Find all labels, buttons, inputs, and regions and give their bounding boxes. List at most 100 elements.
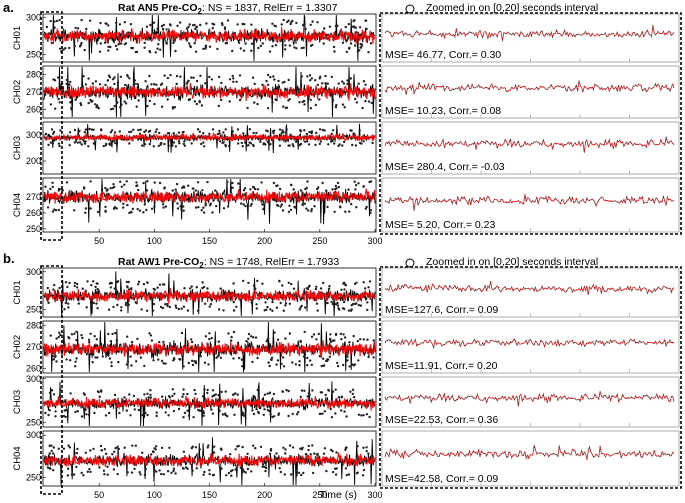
recorded-marker xyxy=(367,355,370,359)
recorded-marker xyxy=(232,300,235,304)
recorded-marker xyxy=(342,140,346,144)
recorded-marker xyxy=(62,48,65,51)
zoom-axes xyxy=(381,13,680,63)
recorded-marker xyxy=(164,205,168,208)
recorded-marker xyxy=(131,444,134,447)
recorded-marker xyxy=(218,129,221,133)
recorded-marker xyxy=(304,140,307,143)
channel-label: CH04 xyxy=(12,446,23,470)
recorded-marker xyxy=(50,449,53,453)
recorded-marker xyxy=(129,414,132,417)
recorded-marker xyxy=(162,23,165,27)
recorded-marker xyxy=(224,143,227,147)
recorded-marker xyxy=(325,469,328,473)
recorded-marker xyxy=(153,83,156,86)
title-bold: Rat AW1 Pre-CO xyxy=(118,256,199,268)
recorded-marker xyxy=(249,188,252,191)
recorded-marker xyxy=(176,207,180,210)
recorded-marker xyxy=(123,396,126,399)
recorded-marker xyxy=(172,467,176,470)
recorded-marker xyxy=(241,365,244,368)
recorded-marker xyxy=(94,80,98,83)
recorded-marker xyxy=(79,141,82,144)
recorded-marker xyxy=(53,20,56,23)
recorded-marker xyxy=(349,77,352,80)
recorded-marker xyxy=(155,83,158,87)
recorded-marker xyxy=(207,444,210,447)
recorded-marker xyxy=(149,23,152,27)
recorded-marker xyxy=(277,413,280,417)
panel-a: a. Rat AN5 Pre-CO2: NS = 1837, RelErr = 1… xyxy=(3,0,682,246)
recorded-marker xyxy=(368,415,371,419)
recorded-marker xyxy=(232,393,235,396)
recorded-marker xyxy=(155,411,158,414)
x-tick-label: 150 xyxy=(202,490,217,500)
recorded-marker xyxy=(116,446,119,449)
recorded-marker xyxy=(222,131,225,134)
recorded-marker xyxy=(352,396,356,399)
recorded-marker xyxy=(369,42,373,45)
recorded-marker xyxy=(111,129,114,132)
zoom-reconstructed-line xyxy=(384,81,675,94)
recorded-marker xyxy=(87,101,90,105)
recorded-marker xyxy=(319,75,322,79)
recorded-marker xyxy=(161,306,165,310)
recorded-marker xyxy=(281,356,285,359)
recorded-marker xyxy=(125,363,128,366)
recorded-marker xyxy=(226,19,230,22)
recorded-marker xyxy=(146,392,149,395)
recorded-marker xyxy=(263,309,266,312)
recorded-marker xyxy=(143,143,147,146)
recorded-marker xyxy=(136,82,139,86)
recorded-marker xyxy=(269,449,273,452)
recorded-marker xyxy=(252,131,255,135)
recorded-marker xyxy=(98,395,101,398)
recorded-marker xyxy=(217,393,220,397)
y-tick-label: 250 xyxy=(26,418,41,428)
recorded-marker xyxy=(351,143,354,147)
recorded-marker xyxy=(189,45,192,49)
recorded-marker xyxy=(183,140,186,143)
y-tick-label: 300 xyxy=(26,430,41,440)
recorded-marker xyxy=(134,444,137,447)
recorded-marker xyxy=(168,446,171,449)
recorded-marker xyxy=(126,74,129,77)
recorded-marker xyxy=(266,73,270,77)
recorded-marker xyxy=(266,140,270,144)
recorded-marker xyxy=(199,74,202,78)
recorded-marker xyxy=(242,279,245,283)
recorded-marker xyxy=(241,412,245,415)
recorded-marker xyxy=(201,281,204,284)
recorded-marker xyxy=(144,80,147,83)
recorded-marker xyxy=(271,45,274,48)
recorded-marker xyxy=(96,210,100,214)
recorded-marker xyxy=(231,74,234,78)
recorded-marker xyxy=(265,129,268,132)
recorded-marker xyxy=(280,203,283,206)
recorded-marker xyxy=(111,332,114,336)
recorded-marker xyxy=(261,465,264,468)
recorded-marker xyxy=(365,27,368,31)
recorded-marker xyxy=(367,286,370,289)
recorded-marker xyxy=(263,408,266,411)
recorded-marker xyxy=(307,143,311,146)
recorded-marker xyxy=(327,143,330,146)
recorded-marker xyxy=(251,360,254,364)
recorded-marker xyxy=(131,207,134,211)
recorded-marker xyxy=(192,76,195,80)
recorded-marker xyxy=(151,450,155,453)
reconstructed-signal-line xyxy=(43,132,376,143)
recorded-marker xyxy=(226,205,230,208)
recorded-marker xyxy=(68,46,71,50)
recorded-marker xyxy=(104,144,108,147)
recorded-marker xyxy=(220,81,223,85)
recorded-marker xyxy=(107,74,111,77)
recorded-marker xyxy=(335,104,338,107)
recorded-marker xyxy=(68,131,72,134)
recorded-marker xyxy=(262,207,265,211)
recorded-marker xyxy=(318,98,321,101)
recorded-marker xyxy=(284,452,287,455)
reconstructed-signal-line xyxy=(43,340,376,359)
recorded-marker xyxy=(88,19,92,22)
recorded-marker xyxy=(83,48,86,52)
